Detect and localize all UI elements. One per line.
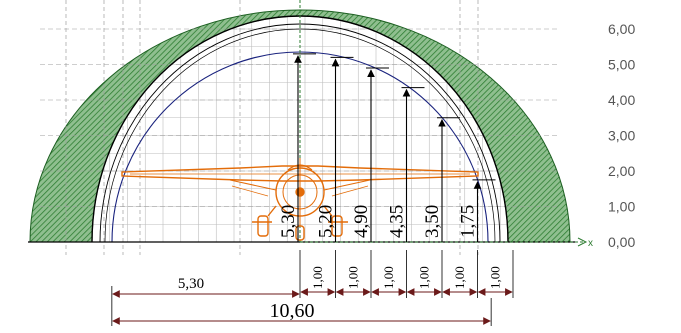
height-label: 1,75 — [458, 205, 479, 238]
height-label: 5,20 — [316, 205, 337, 238]
x-axis-label: x — [588, 238, 593, 249]
step-label: 1,00 — [310, 266, 325, 289]
light-aircraft-front-view-icon — [121, 158, 479, 241]
inner-arch-line-2 — [99, 23, 501, 243]
scale-label: 4,00 — [608, 92, 635, 108]
width-dimensions: 1,00 1,00 1,00 1,00 1,00 1,00 5,30 10,60 — [111, 250, 514, 326]
step-label: 1,00 — [452, 266, 467, 289]
full-width-label: 10,60 — [270, 300, 315, 322]
scale-label: 2,00 — [608, 163, 635, 179]
height-label: 4,35 — [387, 205, 408, 238]
scale-label: 3,00 — [608, 128, 635, 144]
vertical-scale: 6,00 5,00 4,00 3,00 2,00 1,00 0,00 — [608, 21, 635, 250]
inner-arch-line-3 — [104, 28, 496, 243]
step-label: 1,00 — [346, 266, 361, 289]
step-label: 1,00 — [381, 266, 396, 289]
scale-label: 5,00 — [608, 57, 635, 73]
step-label: 1,00 — [417, 266, 432, 289]
height-label: 3,50 — [422, 205, 443, 238]
height-label: 5,30 — [278, 205, 299, 238]
scale-label: 1,00 — [608, 199, 635, 215]
height-dimensions: 5,30 5,20 4,90 4,35 3,50 1,75 — [278, 53, 496, 242]
half-width-label: 5,30 — [178, 276, 204, 292]
scale-label: 6,00 — [608, 21, 635, 37]
height-label: 4,90 — [351, 205, 372, 238]
scale-label: 0,00 — [608, 234, 635, 250]
x-axis-arrow — [577, 237, 588, 247]
step-label: 1,00 — [488, 266, 503, 289]
